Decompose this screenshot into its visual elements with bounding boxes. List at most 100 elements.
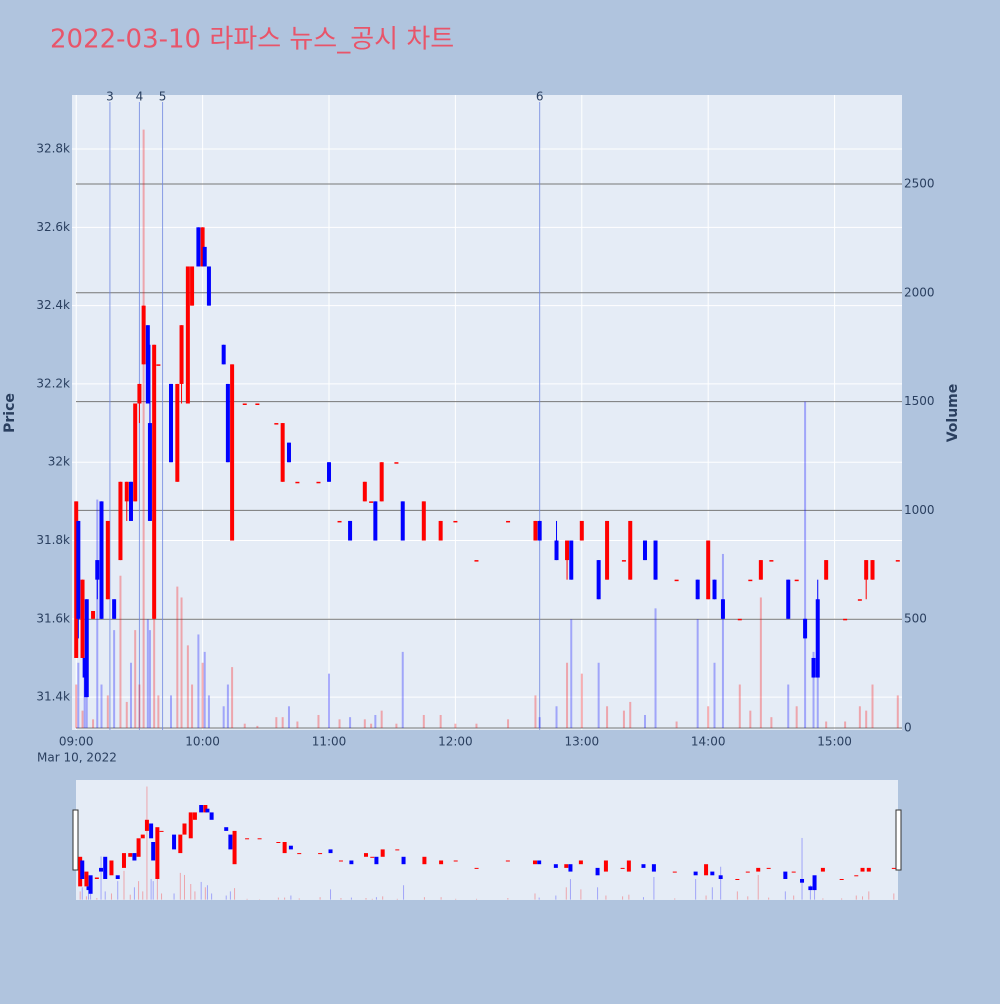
mini-volume-bar <box>382 896 383 899</box>
mini-volume-bar <box>476 899 477 900</box>
mini-volume-bar <box>720 867 721 900</box>
volume-bar <box>113 630 115 728</box>
mini-candle-body <box>621 868 625 869</box>
x-tick-label: 15:00 <box>817 735 852 749</box>
mini-candle-body <box>132 853 136 860</box>
candle-body <box>816 599 820 677</box>
candle-body <box>565 541 569 561</box>
volume-bar <box>395 724 397 728</box>
mini-volume-bar <box>706 896 707 900</box>
mini-candle-body <box>821 868 825 872</box>
volume-bar <box>149 630 151 728</box>
mini-volume-bar <box>351 898 352 900</box>
mini-volume-bar <box>674 898 675 899</box>
volume-bar <box>770 717 772 728</box>
volume-bar <box>96 500 98 728</box>
mini-candle-body <box>178 835 182 853</box>
mini-candle-body <box>199 805 203 812</box>
mini-candle-body <box>205 809 209 813</box>
volume-bar <box>581 674 583 728</box>
mini-candle-body <box>289 846 293 850</box>
mini-candle-body <box>349 860 353 864</box>
x-tick-label: 10:00 <box>185 735 220 749</box>
volume-bar <box>204 652 206 728</box>
volume-bar <box>364 719 366 728</box>
candle-body <box>196 227 200 266</box>
candle-body <box>713 580 717 600</box>
mini-volume-bar <box>340 898 341 900</box>
mini-candle-body <box>233 831 237 864</box>
candle-body <box>255 403 259 405</box>
volume-bar <box>143 130 145 728</box>
candle-body <box>858 599 862 601</box>
y-axis-title: Price <box>2 393 18 433</box>
candle-body <box>380 462 384 501</box>
mini-candle-body <box>370 857 374 858</box>
candle-body <box>148 423 152 521</box>
mini-volume-bar <box>161 893 162 899</box>
candle-body <box>769 560 773 562</box>
volume-bar <box>534 695 536 728</box>
mini-volume-bar <box>868 891 869 899</box>
mini-candle-body <box>210 812 214 819</box>
volume-bar <box>288 706 290 728</box>
candle-body <box>580 521 584 541</box>
volume-bar <box>804 402 806 728</box>
mini-candle-body <box>579 860 583 864</box>
candle-body <box>721 599 725 619</box>
volume-bar <box>147 619 149 728</box>
candle-body <box>786 580 790 619</box>
volume-bar <box>644 715 646 728</box>
volume-bar <box>208 695 210 728</box>
y-tick-label: 31.6k <box>36 611 70 625</box>
mini-candle-body <box>746 872 750 873</box>
volume-bar <box>623 711 625 728</box>
volume-bar <box>176 587 178 728</box>
range-handle[interactable] <box>73 810 78 870</box>
mini-candle-body <box>228 835 232 850</box>
mini-volume-bar <box>247 899 248 900</box>
volume-bar <box>275 717 277 728</box>
range-slider[interactable] <box>76 780 898 900</box>
volume-bar <box>606 706 608 728</box>
mini-volume-bar <box>320 897 321 899</box>
volume-bar <box>749 711 751 728</box>
mini-volume-bar <box>507 898 508 900</box>
mini-candle-body <box>422 857 426 864</box>
mini-volume-bar <box>96 898 97 900</box>
range-handle[interactable] <box>896 810 901 870</box>
mini-candle-body <box>694 872 698 876</box>
mini-volume-bar <box>424 897 425 899</box>
mini-candle-body <box>439 860 443 864</box>
volume-bar <box>454 724 456 728</box>
volume-bar <box>82 711 84 728</box>
mini-volume-bar <box>605 896 606 900</box>
volume-bar <box>197 634 199 728</box>
mini-volume-bar <box>862 896 863 899</box>
mini-volume-bar <box>737 891 738 899</box>
volume-bar <box>739 685 741 729</box>
mini-candle-body <box>381 849 385 856</box>
event-label: 6 <box>536 90 544 104</box>
x-tick-label: 14:00 <box>691 735 726 749</box>
volume-bar <box>556 706 558 728</box>
volume-bar <box>130 663 132 728</box>
volume-bar <box>844 722 846 729</box>
volume-bar <box>138 685 140 729</box>
mini-candle-body <box>641 864 645 868</box>
volume-bar <box>339 719 341 728</box>
mini-candle-body <box>103 857 107 879</box>
mini-volume-bar <box>622 896 623 899</box>
mini-volume-bar <box>455 899 456 900</box>
mini-candle-body <box>792 872 796 873</box>
y2-tick-label: 2500 <box>904 177 935 191</box>
mini-candle-body <box>80 860 84 878</box>
mini-volume-bar <box>130 895 131 900</box>
volume-bar <box>402 652 404 728</box>
mini-candle-body <box>329 849 333 853</box>
mini-volume-bar <box>822 898 823 899</box>
mini-volume-bar <box>194 891 195 899</box>
y2-tick-label: 0 <box>904 721 912 735</box>
mini-volume-bar <box>555 896 556 900</box>
